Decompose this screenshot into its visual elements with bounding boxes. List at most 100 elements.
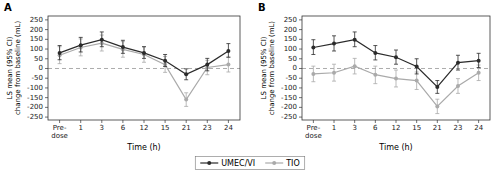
point <box>456 84 460 88</box>
x-tick-label-line: 6 <box>121 124 126 132</box>
y-tick <box>299 49 302 50</box>
error-bar <box>226 44 230 58</box>
plot-frame <box>302 16 490 120</box>
y-tick-label: 200 <box>30 26 43 34</box>
error-bar <box>100 32 104 47</box>
point <box>100 38 104 42</box>
x-tick <box>186 120 187 123</box>
error-bar-cap <box>205 58 209 59</box>
y-tick <box>299 107 302 108</box>
x-tick-label: 3 <box>100 124 104 132</box>
legend-marker <box>207 161 211 165</box>
error-bar-cap <box>226 57 230 58</box>
series-line <box>313 40 478 87</box>
legend-item: UMEC/VI <box>200 159 255 168</box>
point <box>332 42 336 46</box>
y-tick <box>299 78 302 79</box>
point <box>394 55 398 59</box>
error-bar-cap <box>332 35 336 36</box>
error-bar-cap <box>332 81 336 82</box>
y-tick-label: -250 <box>27 113 43 121</box>
point <box>435 85 439 89</box>
x-tick <box>437 120 438 123</box>
x-tick-label: 24 <box>224 124 233 132</box>
error-bar-cap <box>394 70 398 71</box>
x-axis-label: Time (h) <box>378 143 412 152</box>
x-tick-label: 23 <box>454 124 463 132</box>
y-tick-label: -50 <box>32 74 43 82</box>
y-tick-label: 250 <box>30 16 43 24</box>
point <box>477 59 481 63</box>
y-tick <box>45 117 48 118</box>
x-tick-label-line: dose <box>305 132 322 140</box>
error-bar-cap <box>415 73 419 74</box>
zero-line <box>302 68 490 69</box>
x-tick-label-line: dose <box>51 132 68 140</box>
error-bar <box>477 65 481 81</box>
point <box>311 72 315 76</box>
panel: A-250-200-150-100-50050100150200250Pre-d… <box>4 2 240 152</box>
y-tick <box>299 97 302 98</box>
error-bar-cap <box>373 83 377 84</box>
x-tick-label: 1 <box>78 124 82 132</box>
error-bar-cap <box>477 67 481 68</box>
x-tick-label-line: 15 <box>161 124 170 132</box>
error-bar-cap <box>456 70 460 71</box>
y-tick-label: -100 <box>27 84 43 92</box>
x-tick-label-line: 1 <box>78 124 82 132</box>
error-bar-cap <box>394 86 398 87</box>
x-tick-label: 15 <box>412 124 421 132</box>
error-bar-cap <box>435 93 439 94</box>
error-bar-cap <box>332 50 336 51</box>
error-bar-cap <box>184 68 188 69</box>
y-axis-label-line: change from baseline (mL) <box>14 21 22 115</box>
x-tick <box>457 120 458 123</box>
x-tick-label: 23 <box>203 124 212 132</box>
error-bar-cap <box>477 80 481 81</box>
error-bar-cap <box>163 54 167 55</box>
x-tick-label: 3 <box>352 124 356 132</box>
x-tick-label-line: 21 <box>182 124 191 132</box>
point <box>58 51 62 55</box>
error-bar-cap <box>456 93 460 94</box>
x-tick <box>144 120 145 123</box>
error-bar <box>79 37 83 52</box>
point <box>373 73 377 77</box>
error-bar <box>121 40 125 53</box>
error-bar-cap <box>226 71 230 72</box>
y-tick <box>45 97 48 98</box>
x-tick-label-line: 12 <box>392 124 401 132</box>
error-bar-cap <box>311 54 315 55</box>
error-bar-cap <box>435 113 439 114</box>
point <box>205 63 209 67</box>
y-tick <box>45 58 48 59</box>
x-tick <box>59 120 60 123</box>
error-bar-cap <box>79 51 83 52</box>
error-bar-cap <box>142 58 146 59</box>
panel-label: B <box>258 2 266 13</box>
error-bar <box>184 69 188 80</box>
series <box>58 35 231 106</box>
point <box>79 43 83 47</box>
point <box>353 64 357 68</box>
x-tick <box>165 120 166 123</box>
error-bar-cap <box>456 55 460 56</box>
x-tick-label-line: Pre- <box>53 124 67 132</box>
error-bar <box>435 99 439 113</box>
error-bar-cap <box>184 92 188 93</box>
error-bar-cap <box>373 59 377 60</box>
x-tick-label: 15 <box>161 124 170 132</box>
error-bar-cap <box>373 45 377 46</box>
error-bar <box>332 36 336 51</box>
y-tick-label: -250 <box>281 113 297 121</box>
y-tick-label: -200 <box>281 103 297 111</box>
error-bar-cap <box>311 39 315 40</box>
error-bar-cap <box>100 46 104 47</box>
error-bar <box>373 46 377 60</box>
error-bar <box>415 59 419 74</box>
error-bar-cap <box>100 31 104 32</box>
point <box>142 51 146 55</box>
panel: B-250-200-150-100-50050100150200250Pre-d… <box>258 2 490 152</box>
y-axis-label-line: LS mean (95% CI) <box>6 36 14 99</box>
x-tick <box>354 120 355 123</box>
